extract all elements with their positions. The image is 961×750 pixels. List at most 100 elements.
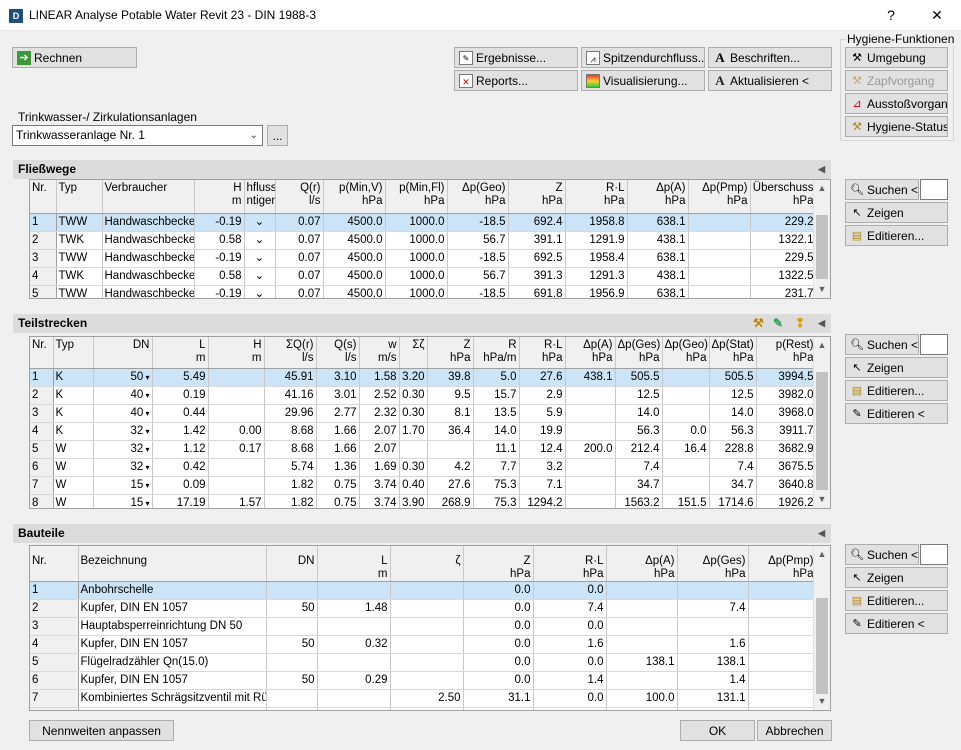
table-cell[interactable]: 8 [30, 494, 54, 508]
table-cell[interactable]: 200.0 [565, 440, 616, 459]
table-cell[interactable]: 1.82 [264, 476, 317, 495]
table-cell[interactable]: 391.1 [508, 231, 566, 250]
table-cell[interactable]: 1.4 [677, 671, 749, 690]
table-cell[interactable]: 75.3 [473, 494, 520, 508]
table-cell[interactable]: 3.01 [316, 386, 360, 405]
table-cell[interactable] [208, 458, 265, 477]
table-cell[interactable]: 0.58 [194, 231, 245, 250]
table-cell[interactable] [317, 653, 391, 672]
table-cell[interactable]: 14.0 [709, 404, 757, 423]
table-cell[interactable]: 0.0 [662, 422, 710, 441]
table-row[interactable]: 7 W 15 ▾ 0.09 1.82 0.75 3.74 0.40 27.6 75.3 7.1 34.… [30, 476, 817, 495]
scroll-up-icon[interactable]: ▲ [817, 340, 827, 350]
table-cell[interactable] [606, 671, 678, 690]
scroll-down-icon[interactable]: ▼ [817, 494, 827, 504]
column-header[interactable]: p(Min,V) hPa [323, 180, 386, 214]
table-cell[interactable]: 0.42 [152, 458, 209, 477]
table-cell[interactable]: 0.29 [317, 671, 391, 690]
table-cell[interactable]: 0.07 [275, 267, 324, 286]
pen-icon[interactable]: ✎ [773, 316, 784, 330]
table-cell[interactable]: 2.77 [316, 404, 360, 423]
table-cell[interactable]: 34.7 [615, 476, 663, 495]
table-cell[interactable]: 15 ▾ [93, 476, 153, 495]
table-cell[interactable] [565, 494, 616, 508]
table-cell[interactable] [688, 249, 751, 268]
table-cell[interactable]: 4 [30, 422, 54, 441]
aktualisieren-button[interactable]: A Aktualisieren < [708, 70, 832, 91]
table-cell[interactable]: 268.9 [427, 494, 474, 508]
table-row[interactable]: 4 Kupfer, DIN EN 1057 50 0.32 0.0 1.6 1.6 [30, 635, 817, 654]
anlage-more-button[interactable]: ... [267, 125, 288, 146]
table-cell[interactable]: 32 ▾ [93, 422, 153, 441]
suchen-button-2[interactable]: 🔍︎ Suchen < [845, 334, 919, 355]
table-cell[interactable]: 1.36 [316, 458, 360, 477]
fliesswege-header[interactable]: Fließwege ◀ [13, 160, 831, 179]
table-cell[interactable]: W [53, 440, 94, 459]
table-cell[interactable]: Handwaschbecken [102, 267, 195, 286]
table-cell[interactable] [688, 231, 751, 250]
column-header[interactable]: Nr. [30, 180, 57, 214]
editieren-button-1[interactable]: ▤ Editieren... [845, 225, 948, 246]
rechnen-button[interactable]: ➔ Rechnen [12, 47, 137, 68]
table-cell[interactable]: 0.44 [152, 404, 209, 423]
table-cell[interactable]: 11.1 [473, 440, 520, 459]
table-cell[interactable]: Flügelradzähler Qn(15.0) [78, 653, 267, 672]
zeigen-button-3[interactable]: ↖ Zeigen [845, 567, 948, 588]
table-cell[interactable]: 50 [266, 635, 318, 654]
table-cell[interactable]: 39.8 [427, 368, 474, 387]
table-cell[interactable] [748, 707, 817, 710]
table-cell[interactable]: 3 [30, 249, 57, 268]
column-header[interactable]: R·L hPa [565, 180, 628, 214]
table-row[interactable]: 7 Kombiniertes Schrägsitzventil mit Rüc..… [30, 689, 817, 708]
table-cell[interactable] [606, 617, 678, 636]
table-row[interactable]: 1 K 50 ▾ 5.49 45.91 3.10 1.58 3.20 39.8 5.0 27.6 43… [30, 368, 817, 387]
column-header[interactable]: p(Min,Fl) hPa [385, 180, 448, 214]
table-cell[interactable]: 19.9 [519, 422, 566, 441]
table-cell[interactable]: 0.30 [399, 404, 428, 423]
table-cell[interactable]: 1 [30, 213, 57, 232]
table-cell[interactable] [748, 599, 817, 618]
table-cell[interactable]: 3 [30, 617, 79, 636]
table-cell[interactable]: 1 [30, 581, 79, 600]
table-cell[interactable]: 4500.0 [323, 267, 386, 286]
table-cell[interactable]: 0.0 [463, 617, 534, 636]
column-header[interactable]: Δp(Pmp) hPa [688, 180, 751, 214]
visualisierung-button[interactable]: Visualisierung... [581, 70, 705, 91]
scroll-thumb[interactable] [816, 598, 828, 694]
editieren-button-2[interactable]: ▤ Editieren... [845, 380, 948, 401]
table-cell[interactable]: 40 ▾ [93, 404, 153, 423]
table-cell[interactable]: 1958.4 [565, 249, 628, 268]
table-cell[interactable]: 1294.2 [519, 494, 566, 508]
table-cell[interactable] [662, 368, 710, 387]
table-cell[interactable]: 29.96 [264, 404, 317, 423]
table-cell[interactable]: 34.7 [709, 476, 757, 495]
spitzendurchfluss-button[interactable]: ⩘ Spitzendurchfluss... [581, 47, 705, 68]
table-cell[interactable]: 14.0 [473, 422, 520, 441]
editieren-pick-button-2[interactable]: ✎ Editieren < [845, 403, 948, 424]
table-cell[interactable]: 45.91 [264, 368, 317, 387]
table-cell[interactable]: 692.5 [508, 249, 566, 268]
table-cell[interactable]: 1.69 [359, 458, 400, 477]
column-header[interactable]: Δp(A) hPa [606, 546, 678, 582]
table-row[interactable]: 1 TWW Handwaschbecken -0.19 ⌄ 0.07 4500.0 1000.… [30, 213, 817, 232]
table-cell[interactable]: 1.66 [316, 440, 360, 459]
column-header[interactable]: Nr. [30, 546, 79, 582]
table-cell[interactable]: 1.42 [152, 422, 209, 441]
fliesswege-scrollbar[interactable]: ▲ ▼ [813, 180, 830, 298]
table-cell[interactable]: 3.90 [399, 494, 428, 508]
table-cell[interactable] [390, 707, 464, 710]
table-cell[interactable]: 8 [30, 707, 79, 710]
table-cell[interactable]: 3.74 [359, 476, 400, 495]
table-cell[interactable]: 2.07 [359, 422, 400, 441]
table-cell[interactable]: K [53, 404, 94, 423]
table-cell[interactable]: 1714.6 [709, 494, 757, 508]
table-cell[interactable]: Handwaschbecken [102, 249, 195, 268]
table-cell[interactable]: 4500.0 [323, 285, 386, 298]
table-cell[interactable]: 3.74 [359, 494, 400, 508]
table-cell[interactable]: 12.4 [519, 440, 566, 459]
table-cell[interactable]: 7 [30, 689, 79, 708]
table-cell[interactable]: Kombiniertes Schrägsitzventil mit Rüc... [78, 689, 267, 708]
table-cell[interactable]: 0.40 [399, 476, 428, 495]
table-row[interactable]: 2 TWK Handwaschbecken 0.58 ⌄ 0.07 4500.0 1000.0… [30, 231, 817, 250]
